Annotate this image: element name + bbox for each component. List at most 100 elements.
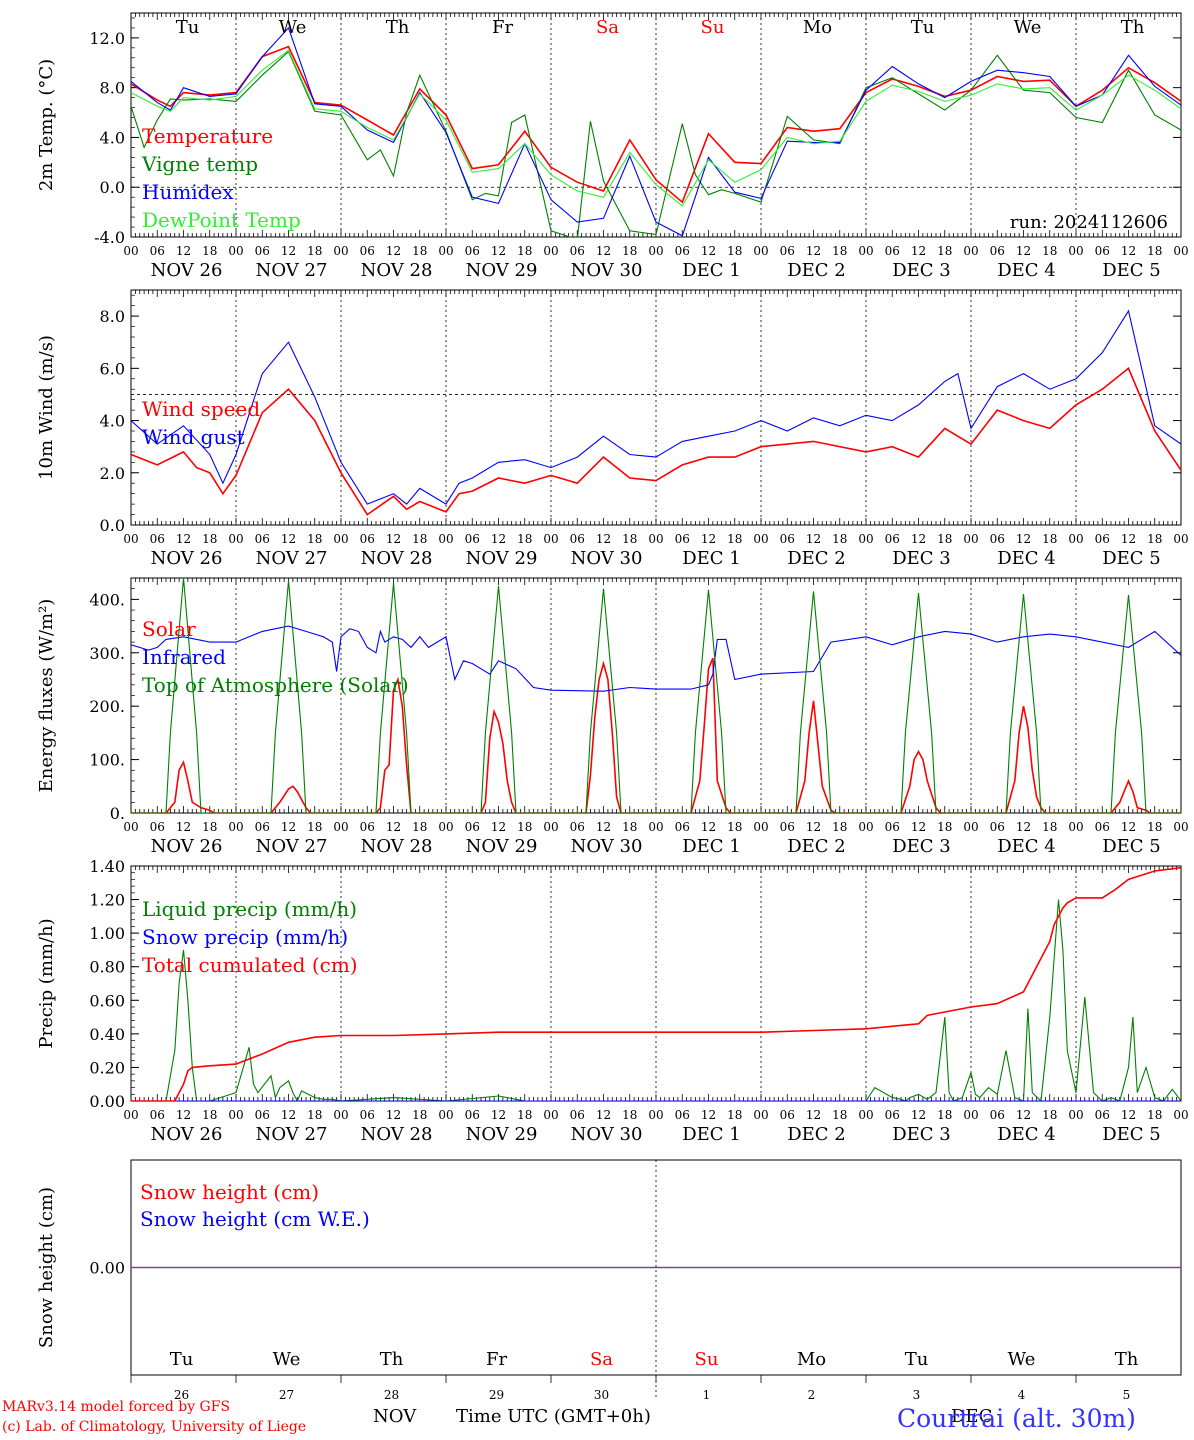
hour-tick-label: 12 (806, 1108, 821, 1122)
hour-tick-label: 06 (1095, 532, 1110, 546)
date-label: NOV 29 (466, 1124, 538, 1145)
hour-tick-label: 06 (570, 244, 585, 258)
date-label: NOV 27 (256, 836, 328, 857)
series-line-temperature (131, 45, 1181, 204)
date-label: NOV 27 (256, 1124, 328, 1145)
y-tick-label: 0.0 (100, 516, 125, 535)
y-tick-label: 0. (110, 804, 125, 823)
hour-tick-label: 00 (1173, 820, 1188, 834)
hour-tick-label: 18 (1042, 532, 1057, 546)
hour-tick-label: 00 (333, 1108, 348, 1122)
date-label: DEC 3 (892, 1124, 951, 1145)
series-line-wind-speed (131, 367, 1181, 516)
date-label: DEC 5 (1102, 836, 1161, 857)
hour-tick-label: 00 (1068, 820, 1083, 834)
date-label: DEC 1 (682, 260, 741, 281)
series-line-total-cumulated-cm- (131, 866, 1181, 1101)
hour-tick-label: 12 (176, 532, 191, 546)
hour-tick-label: 18 (412, 532, 427, 546)
hour-tick-label: 06 (360, 532, 375, 546)
day-number-label: 5 (1123, 1388, 1131, 1402)
date-label: DEC 2 (787, 1124, 846, 1145)
hour-tick-label: 00 (228, 244, 243, 258)
hour-tick-label: 12 (1121, 244, 1136, 258)
hour-tick-label: 00 (1068, 244, 1083, 258)
hour-tick-label: 18 (307, 244, 322, 258)
month-label-dec: DEC (951, 1406, 993, 1427)
hour-tick-label: 00 (333, 244, 348, 258)
date-label: DEC 5 (1102, 548, 1161, 569)
y-tick-label: 0.00 (89, 1259, 125, 1278)
hour-tick-label: 00 (858, 1108, 873, 1122)
series-line-liquid-precip-mm-h- (131, 899, 1181, 1101)
hour-tick-label: 06 (990, 820, 1005, 834)
date-label: DEC 4 (997, 1124, 1056, 1145)
hour-tick-label: 12 (596, 1108, 611, 1122)
hour-tick-label: 00 (123, 820, 138, 834)
date-label: NOV 29 (466, 836, 538, 857)
hour-tick-label: 12 (806, 532, 821, 546)
hour-tick-label: 00 (753, 1108, 768, 1122)
hour-tick-label: 00 (123, 532, 138, 546)
hour-tick-label: 12 (176, 820, 191, 834)
hour-tick-label: 06 (465, 1108, 480, 1122)
hour-tick-label: 00 (963, 820, 978, 834)
hour-tick-label: 00 (333, 532, 348, 546)
credit-line-1: MARv3.14 model forced by GFS (2, 1399, 231, 1415)
hour-tick-label: 18 (1042, 820, 1057, 834)
date-label: NOV 30 (571, 260, 643, 281)
hour-tick-label: 12 (701, 1108, 716, 1122)
hour-tick-label: 18 (202, 532, 217, 546)
date-label: DEC 2 (787, 836, 846, 857)
hour-tick-label: 06 (150, 820, 165, 834)
date-label: NOV 30 (571, 1124, 643, 1145)
hour-tick-label: 06 (675, 1108, 690, 1122)
hour-tick-label: 00 (753, 532, 768, 546)
hour-tick-label: 06 (780, 1108, 795, 1122)
hour-tick-label: 18 (1147, 820, 1162, 834)
hour-tick-label: 06 (255, 1108, 270, 1122)
hour-tick-label: 00 (858, 532, 873, 546)
hour-tick-label: 18 (727, 820, 742, 834)
hour-tick-label: 12 (1016, 1108, 1031, 1122)
date-label: DEC 3 (892, 548, 951, 569)
hour-tick-label: 00 (228, 1108, 243, 1122)
hour-tick-label: 12 (491, 820, 506, 834)
date-label: DEC 3 (892, 260, 951, 281)
hour-tick-label: 18 (202, 244, 217, 258)
day-number-label: 1 (703, 1388, 711, 1402)
hour-tick-label: 12 (911, 532, 926, 546)
legend-entry: Vigne temp (141, 152, 258, 176)
hour-tick-label: 12 (806, 820, 821, 834)
hour-tick-label: 18 (202, 1108, 217, 1122)
hour-tick-label: 12 (281, 1108, 296, 1122)
hour-tick-label: 00 (1173, 1108, 1188, 1122)
hour-tick-label: 00 (543, 532, 558, 546)
day-number-label: 27 (279, 1388, 294, 1402)
y-axis-label: 2m Temp. (°C) (36, 59, 57, 191)
hour-tick-label: 00 (648, 820, 663, 834)
date-label: DEC 4 (997, 836, 1056, 857)
date-label: DEC 4 (997, 260, 1056, 281)
day-name-label: Mo (797, 1349, 826, 1370)
date-label: NOV 28 (361, 548, 433, 569)
legend-entry: Snow height (cm W.E.) (140, 1207, 370, 1231)
day-name-label: Tu (905, 1349, 929, 1370)
hour-tick-label: 06 (360, 244, 375, 258)
credit-line-2: (c) Lab. of Climatology, University of L… (2, 1419, 307, 1435)
y-tick-label: 0.0 (100, 178, 125, 197)
legend-entry: Solar (142, 617, 196, 641)
y-tick-label: 1.00 (89, 924, 125, 943)
hour-tick-label: 06 (990, 244, 1005, 258)
date-label: NOV 27 (256, 548, 328, 569)
hour-tick-label: 12 (1016, 532, 1031, 546)
hour-tick-label: 18 (307, 532, 322, 546)
date-label: NOV 30 (571, 548, 643, 569)
hour-tick-label: 18 (202, 820, 217, 834)
day-name-label: Fr (486, 1349, 507, 1370)
day-name-label: Su (695, 1349, 719, 1370)
hour-tick-label: 18 (1042, 244, 1057, 258)
hour-tick-label: 00 (438, 532, 453, 546)
day-name-label: Tu (170, 1349, 194, 1370)
date-label: NOV 29 (466, 548, 538, 569)
